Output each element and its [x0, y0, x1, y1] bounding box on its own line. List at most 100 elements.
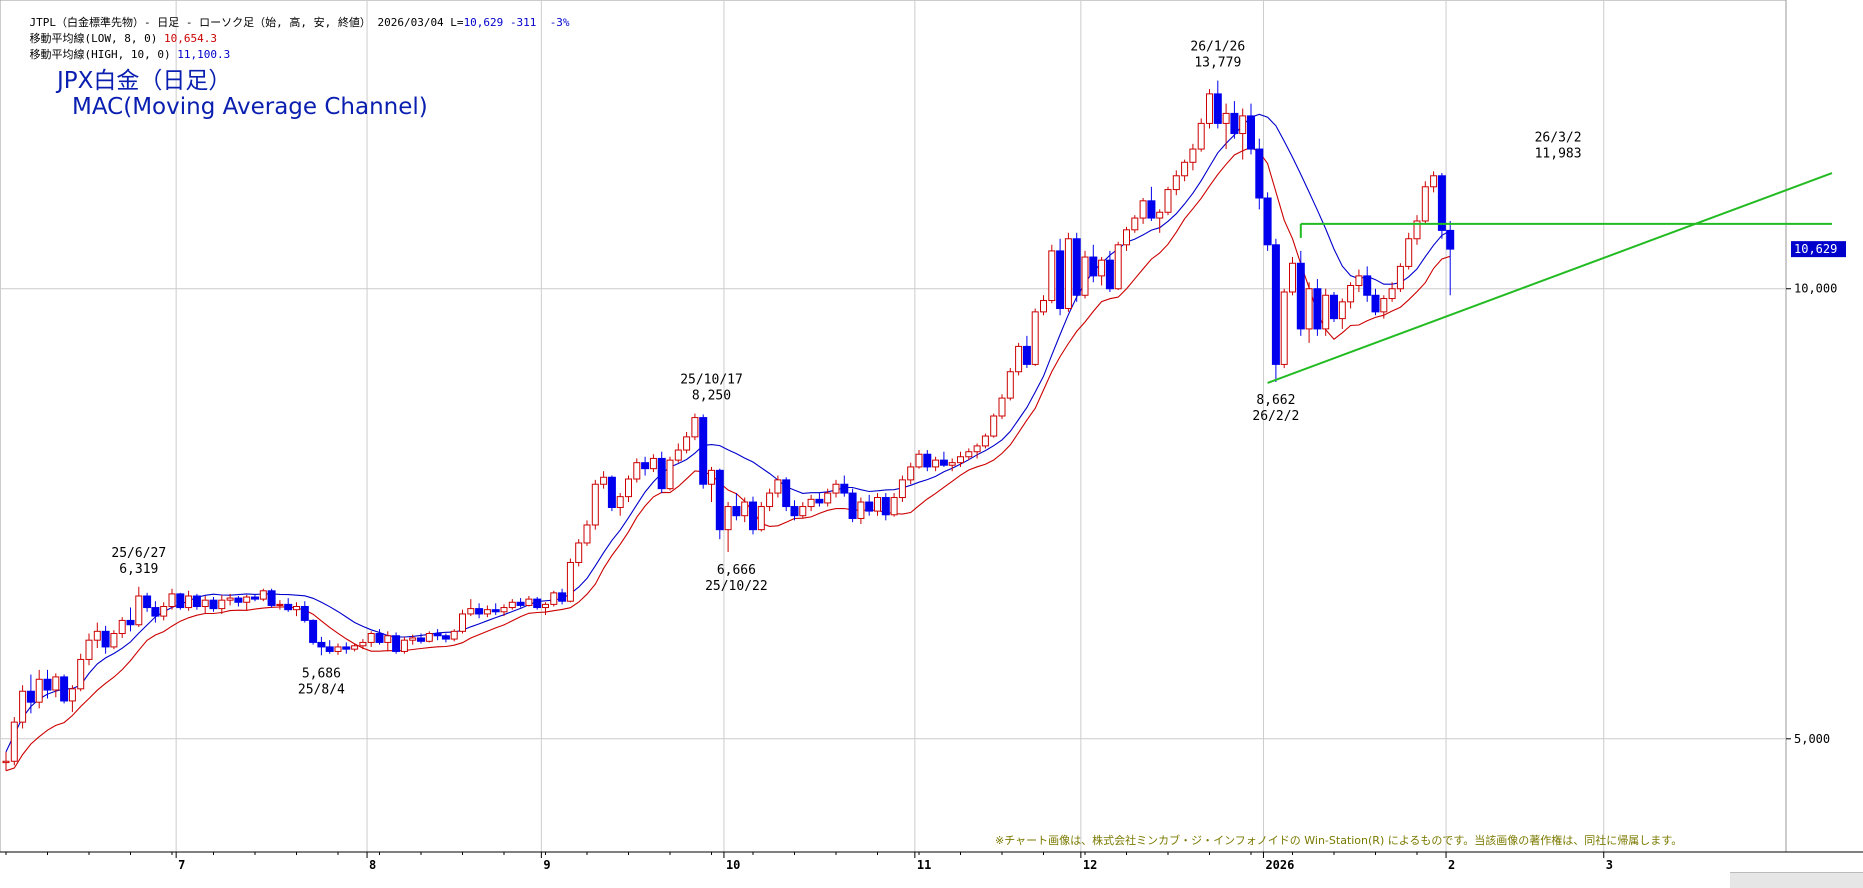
- candle: [874, 493, 881, 516]
- candle: [209, 597, 218, 612]
- grid: [0, 0, 1787, 853]
- candle: [384, 631, 392, 652]
- candle-body-up: [691, 417, 699, 438]
- chart-title-line-2: MAC(Moving Average Channel): [72, 94, 428, 120]
- candle: [583, 520, 591, 546]
- candle-body-down: [815, 498, 824, 504]
- candle: [824, 488, 832, 507]
- candle-body-down: [441, 635, 450, 640]
- candle: [417, 633, 425, 644]
- candle-body-up: [666, 459, 674, 490]
- candle-body-up: [625, 478, 632, 498]
- candle: [93, 622, 101, 649]
- candle-body-up: [1156, 211, 1164, 219]
- candle: [649, 454, 657, 473]
- candle: [939, 451, 948, 467]
- candle-body-up: [1139, 200, 1147, 219]
- candle-body-up: [467, 608, 475, 615]
- candle-body-down: [1230, 112, 1239, 135]
- candle-body-down: [126, 619, 135, 626]
- candle: [491, 603, 500, 616]
- candle-body-up: [566, 561, 574, 602]
- candle-body-down: [533, 598, 542, 609]
- candle-body-up: [226, 597, 234, 601]
- candle: [990, 413, 998, 438]
- candle-body-up: [1164, 189, 1172, 213]
- ma-high-line: [5, 113, 1451, 753]
- candle-body-up: [757, 506, 765, 531]
- annotation-line-2: 25/8/4: [298, 682, 345, 697]
- candle-body-up: [35, 678, 43, 703]
- candle-body-up: [990, 415, 998, 437]
- candle-body-down: [881, 497, 890, 516]
- horizontal-scrollbar[interactable]: [1730, 872, 1863, 888]
- candle-body-up: [185, 595, 193, 609]
- candle: [1322, 288, 1330, 336]
- candle: [1430, 171, 1438, 193]
- candle-body-up: [1322, 294, 1330, 330]
- candle-body-up: [1015, 345, 1023, 373]
- candle-body-down: [176, 593, 185, 609]
- candle-body-up: [633, 462, 641, 480]
- header-line-2: 移動平均線(LOW, 8, 0) 10,654.3: [3, 18, 217, 60]
- candle: [948, 458, 956, 472]
- candle: [807, 494, 815, 512]
- candle-body-down: [939, 459, 948, 466]
- candle-body-down: [151, 607, 160, 617]
- candle-body-up: [948, 462, 956, 466]
- candle: [1031, 308, 1039, 366]
- candle: [1405, 232, 1413, 270]
- candle: [516, 598, 525, 608]
- candle-body-down: [234, 597, 243, 603]
- candle-body-up: [741, 501, 749, 517]
- candle-body-up: [799, 506, 807, 517]
- x-tick-label: 7: [178, 858, 185, 872]
- candle: [890, 493, 898, 517]
- candle: [1131, 215, 1139, 233]
- candle-body-up: [550, 592, 558, 605]
- candle: [52, 673, 60, 698]
- candle: [732, 493, 741, 521]
- candle-body-down: [284, 603, 293, 611]
- candle-body-down: [558, 592, 567, 602]
- ma-low-value: 10,654.3: [163, 32, 217, 45]
- candle-body-down: [433, 633, 442, 637]
- candle: [1247, 103, 1255, 155]
- candle: [1072, 232, 1081, 302]
- candle: [708, 466, 715, 503]
- candle: [118, 617, 126, 638]
- candle: [441, 633, 450, 643]
- candle-body-up: [160, 605, 168, 617]
- candle-body-up: [575, 542, 583, 563]
- candle-body-up: [1197, 122, 1205, 150]
- candle: [359, 639, 367, 650]
- candle-body-up: [293, 605, 300, 611]
- candle: [981, 433, 989, 449]
- moving-averages: [5, 113, 1451, 772]
- candle-body-up: [774, 479, 782, 494]
- candle-body-down: [1313, 288, 1322, 330]
- candle: [525, 595, 533, 607]
- candle-body-up: [2, 760, 10, 764]
- candle-body-down: [1263, 197, 1272, 246]
- candle: [1197, 118, 1205, 152]
- candle: [741, 497, 749, 523]
- candle-body-up: [1131, 217, 1139, 231]
- candle: [126, 607, 135, 632]
- candle-body-down: [325, 646, 334, 652]
- candle-body-down: [1371, 294, 1380, 313]
- candle: [633, 458, 641, 483]
- candle-body-up: [110, 633, 118, 648]
- candle: [259, 588, 267, 602]
- candle: [757, 502, 765, 532]
- candle: [1371, 288, 1380, 316]
- candle: [683, 431, 691, 454]
- candle-body-up: [1064, 238, 1072, 310]
- candle-body-up: [957, 456, 964, 464]
- candle-body-up: [1181, 161, 1189, 177]
- annotation-line-1: 8,662: [1256, 393, 1295, 408]
- candle: [1239, 108, 1247, 160]
- chart-title-line-1: JPX白金（日足）: [57, 68, 232, 94]
- candle-body-up: [998, 397, 1006, 417]
